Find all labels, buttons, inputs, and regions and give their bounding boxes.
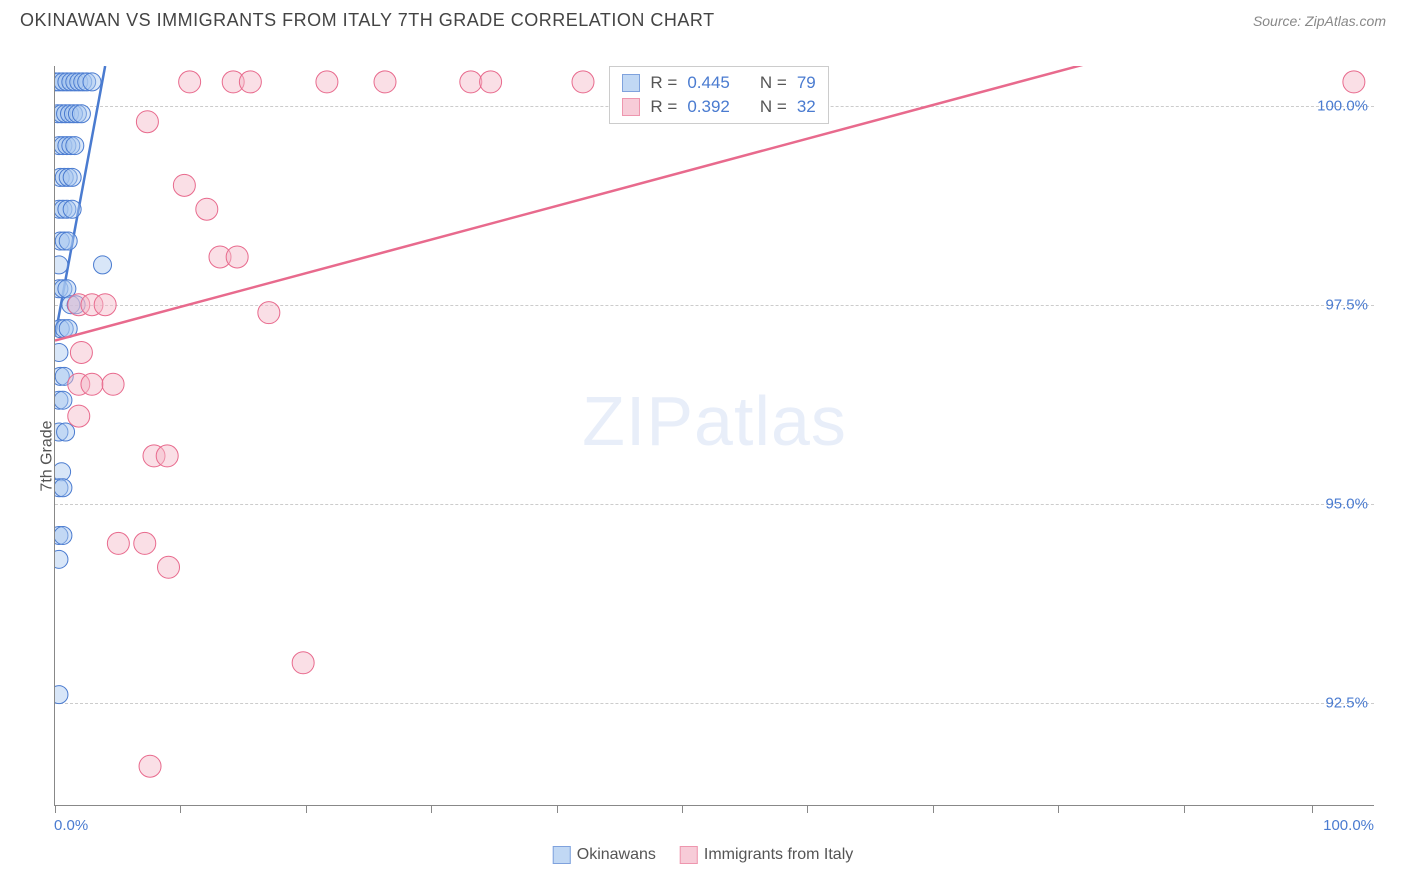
data-point: [316, 71, 338, 93]
x-tick: [682, 805, 683, 813]
data-point: [107, 532, 129, 554]
plot-area: ZIPatlas 100.0%97.5%95.0%92.5%R =0.445N …: [54, 66, 1374, 806]
x-tick: [1058, 805, 1059, 813]
data-point: [480, 71, 502, 93]
data-point: [83, 73, 101, 91]
legend-item: Immigrants from Italy: [680, 846, 853, 864]
data-point: [139, 755, 161, 777]
series-swatch: [622, 98, 640, 116]
data-point: [66, 137, 84, 155]
legend-bottom: Okinawans Immigrants from Italy: [553, 846, 854, 864]
r-value: 0.392: [687, 97, 730, 117]
r-label: R =: [650, 97, 677, 117]
legend-label: Okinawans: [577, 846, 656, 864]
x-tick: [1184, 805, 1185, 813]
data-point: [134, 532, 156, 554]
stats-row: R = 0.392 N = 32: [610, 95, 827, 119]
data-point: [72, 105, 90, 123]
data-point: [63, 200, 81, 218]
series-swatch: [622, 74, 640, 92]
stats-box: R = 0.445 N = 79 R = 0.392 N = 32: [609, 66, 828, 124]
data-point: [572, 71, 594, 93]
data-point: [70, 341, 92, 363]
data-point: [156, 445, 178, 467]
data-point: [55, 550, 68, 568]
n-value: 32: [797, 97, 816, 117]
data-point: [196, 198, 218, 220]
x-tick: [1312, 805, 1313, 813]
data-point: [55, 343, 68, 361]
chart-title: OKINAWAN VS IMMIGRANTS FROM ITALY 7TH GR…: [20, 10, 715, 31]
x-tick: [180, 805, 181, 813]
data-point: [374, 71, 396, 93]
n-label: N =: [760, 97, 787, 117]
x-tick: [557, 805, 558, 813]
data-point: [59, 232, 77, 250]
source-attribution: Source: ZipAtlas.com: [1253, 13, 1386, 29]
data-point: [55, 256, 68, 274]
data-point: [55, 463, 71, 481]
data-point: [63, 168, 81, 186]
header: OKINAWAN VS IMMIGRANTS FROM ITALY 7TH GR…: [0, 0, 1406, 35]
data-point: [226, 246, 248, 268]
data-point: [102, 373, 124, 395]
data-point: [55, 391, 72, 409]
data-point: [81, 373, 103, 395]
data-point: [68, 405, 90, 427]
stats-row: R = 0.445 N = 79: [610, 71, 827, 95]
n-value: 79: [797, 73, 816, 93]
data-point: [258, 302, 280, 324]
data-point: [94, 294, 116, 316]
x-tick-label-max: 100.0%: [1323, 817, 1374, 834]
x-tick: [933, 805, 934, 813]
data-point: [460, 71, 482, 93]
r-value: 0.445: [687, 73, 730, 93]
data-point: [94, 256, 112, 274]
data-point: [292, 652, 314, 674]
data-point: [55, 526, 72, 544]
legend-swatch: [680, 846, 698, 864]
x-tick-label-min: 0.0%: [54, 817, 88, 834]
legend-label: Immigrants from Italy: [704, 846, 853, 864]
data-point: [57, 423, 75, 441]
scatter-svg: [55, 66, 1375, 806]
data-point: [158, 556, 180, 578]
r-label: R =: [650, 73, 677, 93]
data-point: [55, 479, 72, 497]
data-point: [239, 71, 261, 93]
data-point: [1343, 71, 1365, 93]
chart-container: 7th Grade ZIPatlas 100.0%97.5%95.0%92.5%…: [20, 46, 1386, 866]
x-tick: [807, 805, 808, 813]
legend-item: Okinawans: [553, 846, 656, 864]
x-tick: [55, 805, 56, 813]
data-point: [55, 686, 68, 704]
data-point: [173, 174, 195, 196]
x-tick: [431, 805, 432, 813]
legend-swatch: [553, 846, 571, 864]
data-point: [179, 71, 201, 93]
data-point: [136, 111, 158, 133]
n-label: N =: [760, 73, 787, 93]
x-tick: [306, 805, 307, 813]
